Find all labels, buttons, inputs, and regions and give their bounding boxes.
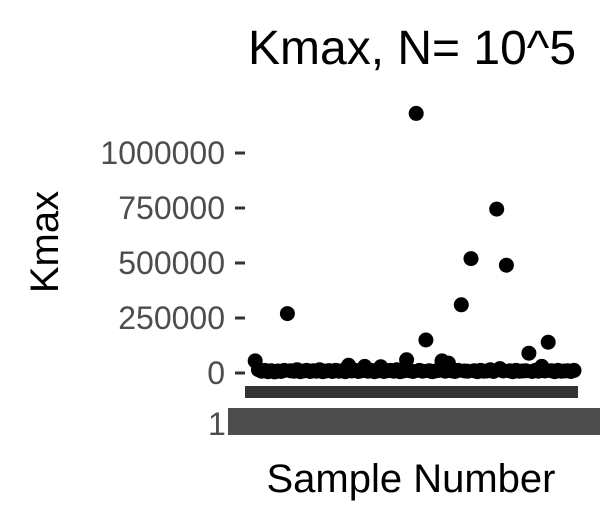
data-point xyxy=(566,362,582,378)
y-tick-label: 0 xyxy=(207,355,225,391)
y-tick-label: 750000 xyxy=(118,190,225,226)
x-tick-label: 1 xyxy=(208,406,226,442)
x-tick-labels-overlap xyxy=(228,408,600,435)
data-points xyxy=(247,105,582,380)
data-point xyxy=(463,251,479,267)
data-point xyxy=(498,257,514,273)
x-axis: 1 xyxy=(208,386,600,442)
x-tick-marks xyxy=(245,386,578,398)
data-point xyxy=(521,345,537,361)
data-point xyxy=(540,334,556,350)
y-axis-title: Kmax xyxy=(23,191,67,293)
y-tick-label: 1000000 xyxy=(100,135,225,171)
data-point xyxy=(418,332,434,348)
y-tick-label: 500000 xyxy=(118,245,225,281)
data-point xyxy=(408,105,424,121)
y-axis: 0 250000 500000 750000 1000000 xyxy=(100,135,245,391)
x-axis-title: Sample Number xyxy=(266,457,555,501)
y-tick-label: 250000 xyxy=(118,300,225,336)
data-point xyxy=(453,297,469,313)
data-point xyxy=(489,201,505,217)
data-point xyxy=(279,306,295,322)
chart-title: Kmax, N= 10^5 xyxy=(248,22,576,75)
